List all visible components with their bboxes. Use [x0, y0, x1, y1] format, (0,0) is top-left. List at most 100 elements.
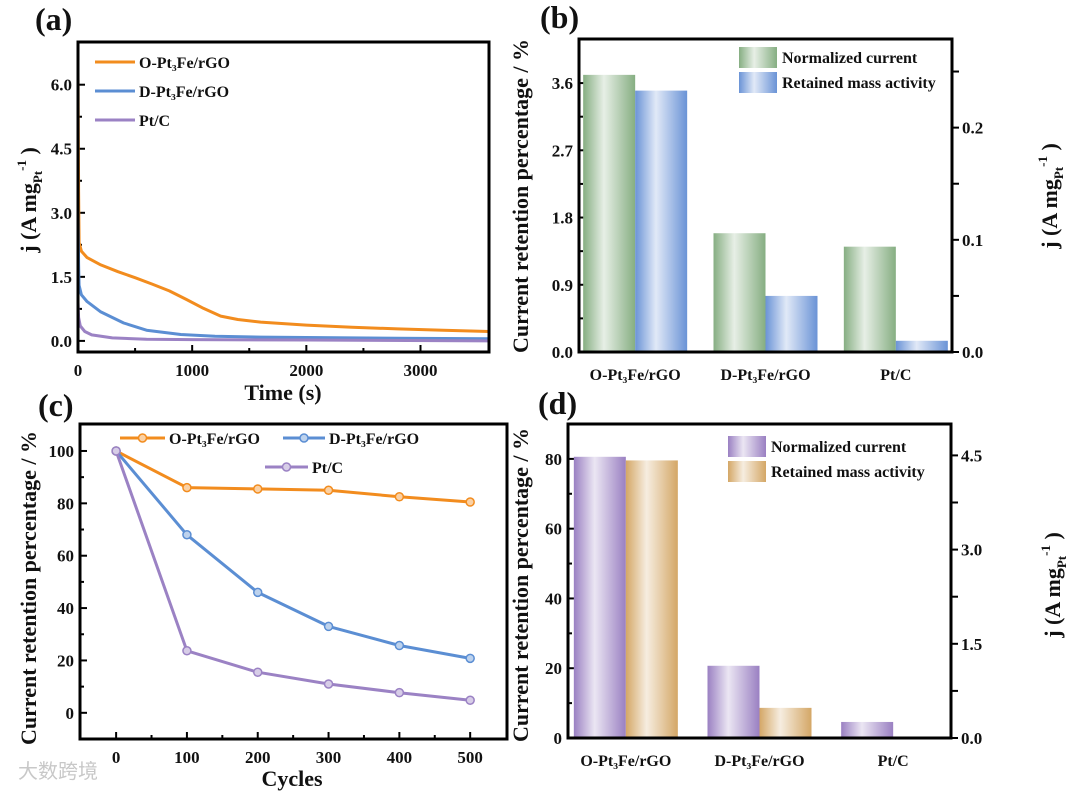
panel-b-plot-frame [577, 37, 954, 354]
panel-c-ytick-label: 20 [57, 651, 74, 670]
panel-d-ytick-left-label: 80 [545, 450, 562, 469]
panel-c-legend-label: O-Pt₃Fe/rGO [169, 431, 260, 448]
panel-b-bar [713, 233, 766, 352]
panel-c-data-point [394, 687, 405, 698]
panel-a-plot-frame [76, 40, 491, 354]
watermark: 大数跨境 [18, 759, 98, 783]
panel-c-ytick-label: 100 [49, 442, 75, 461]
panel-b-ytick-left-label: 0.0 [552, 343, 573, 362]
panel-a-xlabel: Time (s) [244, 380, 321, 405]
panel-d-legend-label: Normalized current [771, 439, 907, 456]
panel-b-ylabel-right: j (A mgPt-1 ) [1035, 143, 1066, 250]
panel-a-ytick-label: 1.5 [51, 268, 72, 287]
panel-b-ytick-right-label: 0.2 [962, 119, 983, 138]
panel-c-xtick-label: 0 [112, 748, 121, 767]
panel-c-xtick-label: 200 [245, 748, 271, 767]
panel-c-data-point [252, 484, 263, 494]
panel-a-xtick-label: 0 [74, 361, 83, 380]
panel-b-legend-swatch [739, 47, 777, 68]
panel-b-bar [895, 340, 948, 352]
panel-c-data-point [394, 640, 405, 651]
panel-a-ytick-label: 4.5 [51, 140, 72, 159]
panel-c-data-point [323, 679, 334, 689]
panel-a-ytick-label: 6.0 [51, 76, 72, 95]
panel-c-legend-marker [299, 433, 309, 443]
panel-c-ylabel: Current retention percentage / % [16, 431, 41, 745]
panel-c-data-point [182, 646, 192, 656]
panel-label-b: (b) [540, 0, 579, 35]
panel-d-ytick-left-label: 60 [545, 520, 562, 539]
panel-a-legend-label: Pt/C [139, 113, 170, 130]
panel-a-ytick-label: 0.0 [51, 332, 72, 351]
panel-c-data-point [182, 530, 192, 540]
panel-c-xtick-label: 300 [316, 748, 342, 767]
panel-c-xtick-label: 100 [174, 748, 200, 767]
panel-d-bar [759, 707, 812, 738]
panel-c-plot-frame [78, 422, 509, 741]
panel-c-legend-label: Pt/C [312, 460, 343, 477]
panel-b-ylabel-left: Current retention percentage / % [508, 39, 533, 353]
panel-d-ytick-left-label: 20 [545, 659, 562, 678]
panel-b-category-label: D-Pt₃Fe/rGO [720, 367, 810, 384]
panel-b-bar [583, 74, 636, 352]
panel-a-legend-label: D-Pt₃Fe/rGO [139, 84, 229, 101]
panel-c-ytick-label: 60 [57, 547, 74, 566]
panel-c-ytick-label: 0 [66, 704, 75, 723]
panel-b-ytick-left-label: 2.7 [552, 141, 574, 160]
panel-d-ytick-left-label: 40 [545, 589, 562, 608]
panel-c-data-point [252, 667, 263, 677]
panel-b-legend-label: Normalized current [782, 50, 918, 67]
panel-a-xtick-label: 3000 [404, 361, 438, 380]
panel-label-a: (a) [35, 1, 72, 37]
panel-b-ytick-right-label: 0.0 [962, 343, 983, 362]
panel-c-legend-marker [137, 433, 148, 443]
panel-d-plot-frame [566, 422, 953, 740]
panel-c-ytick-label: 40 [57, 599, 74, 618]
panel-c-data-point [323, 485, 334, 495]
panel-d-category-label: D-Pt₃Fe/rGO [714, 753, 804, 770]
panel-d-ytick-left-label: 0 [554, 729, 563, 748]
panel-d-legend-label: Retained mass activity [771, 464, 925, 481]
panel-c-xlabel: Cycles [261, 766, 323, 791]
panel-d-ytick-right-label: 3.0 [961, 541, 982, 560]
panel-c-data-point [465, 695, 475, 705]
panel-c-data-point [182, 482, 192, 493]
panel-d-bar [841, 721, 894, 738]
panel-a-xtick-label: 2000 [289, 361, 323, 380]
panel-d-bar [707, 665, 760, 738]
panel-b-legend-swatch [739, 72, 777, 93]
panel-d-ylabel-left: Current retention percentage / % [508, 428, 533, 742]
panel-a-xtick-label: 1000 [175, 361, 209, 380]
panel-b-bar [635, 90, 688, 352]
panel-b-ytick-left-label: 3.6 [552, 74, 573, 93]
panel-b-legend-label: Retained mass activity [782, 75, 936, 92]
panel-c-series-line [114, 450, 471, 660]
panel-a-series-line [76, 204, 490, 341]
panel-c-data-point [323, 621, 334, 632]
panel-d-bar [625, 460, 678, 738]
panel-b-bar [843, 246, 896, 352]
panel-label-c: (c) [38, 387, 74, 423]
panel-a-series-line [76, 302, 490, 343]
panel-c-ytick-label: 80 [57, 494, 74, 513]
panel-c-data-point [465, 497, 475, 507]
panel-c-data-point [111, 446, 121, 456]
panel-b-ytick-left-label: 0.9 [552, 276, 573, 295]
panel-c-series-line [115, 449, 471, 504]
panel-d-ytick-right-label: 1.5 [961, 635, 982, 654]
panel-c-xtick-label: 400 [387, 748, 413, 767]
panel-d-ytick-right-label: 4.5 [961, 446, 982, 465]
panel-d-ytick-right-label: 0.0 [961, 729, 982, 748]
panel-d-ylabel-right: j (A mgPt-1 ) [1038, 532, 1069, 639]
panel-a-ylabel: j (A mgPt-1 ) [14, 147, 45, 254]
panel-d-category-label: Pt/C [878, 753, 909, 770]
panel-b-category-label: O-Pt₃Fe/rGO [590, 367, 681, 384]
panel-a-series-line [76, 71, 490, 333]
panel-b-ytick-right-label: 0.1 [962, 231, 983, 250]
panel-c-xtick-label: 500 [457, 748, 483, 767]
panel-c-data-point [465, 653, 475, 664]
panel-b-bar [765, 295, 818, 352]
panel-d-category-label: O-Pt₃Fe/rGO [580, 753, 671, 770]
panel-d-bar [573, 456, 626, 738]
